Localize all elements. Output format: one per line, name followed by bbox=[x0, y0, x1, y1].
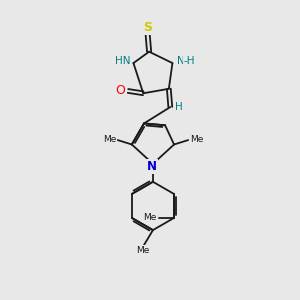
Text: Me: Me bbox=[190, 135, 203, 144]
Text: Me: Me bbox=[136, 246, 149, 255]
Text: Me: Me bbox=[103, 135, 116, 144]
Text: HN: HN bbox=[115, 56, 130, 66]
Text: O: O bbox=[116, 84, 125, 98]
Text: -H: -H bbox=[184, 56, 195, 66]
Text: Me: Me bbox=[143, 213, 156, 222]
Text: N: N bbox=[177, 56, 184, 66]
Text: N: N bbox=[147, 160, 158, 173]
Text: H: H bbox=[175, 102, 183, 112]
Text: S: S bbox=[143, 21, 152, 34]
